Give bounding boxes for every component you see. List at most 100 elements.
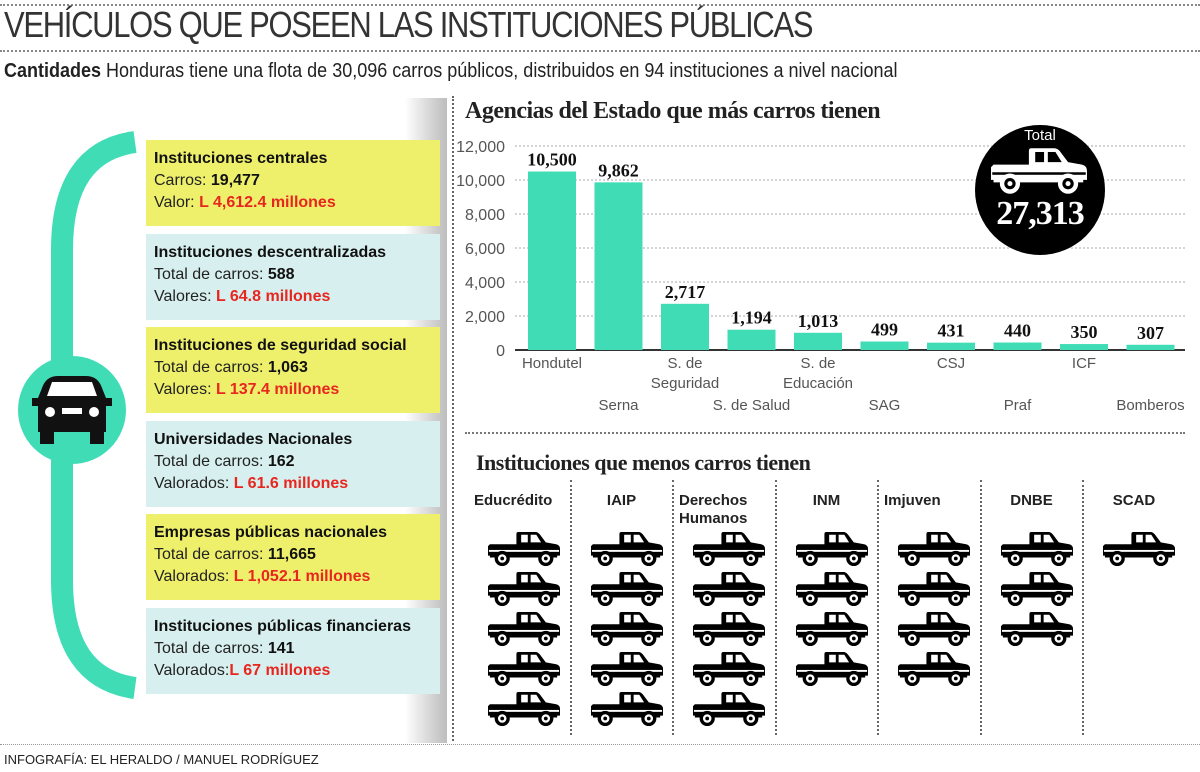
pickup-truck-icon xyxy=(896,611,972,647)
cars-label: Total de carros: xyxy=(154,452,268,470)
pickup-truck-icon xyxy=(691,691,767,727)
value-amount: L 1,052.1 millones xyxy=(233,568,371,585)
bar xyxy=(661,303,709,350)
x-tick-label: ICF xyxy=(1072,355,1096,372)
category-name: Instituciones públicas financieras xyxy=(154,617,411,635)
y-tick-label: 4,000 xyxy=(465,275,505,292)
data-label: 1,013 xyxy=(798,311,839,331)
page-title: VEHÍCULOS QUE POSEEN LAS INSTITUCIONES P… xyxy=(4,4,813,45)
cars-count: 162 xyxy=(267,452,295,470)
category-card: Empresas públicas nacionales Total de ca… xyxy=(146,514,440,600)
pickup-truck-icon xyxy=(691,651,767,687)
data-label: 2,717 xyxy=(665,282,706,302)
pickup-truck-icon xyxy=(691,531,767,567)
column-divider xyxy=(569,480,572,735)
x-tick-label: CSJ xyxy=(937,355,965,372)
column-divider xyxy=(672,480,674,735)
cars-label: Total de carros: xyxy=(154,639,268,657)
cars-count: 141 xyxy=(267,639,295,657)
pickup-truck-icon xyxy=(486,691,562,727)
title-rule xyxy=(0,50,1200,52)
institution-name: INM xyxy=(812,492,841,509)
value-label: Valorados: xyxy=(154,568,234,585)
total-badge: Total 27,313 xyxy=(975,125,1105,255)
category-card: Instituciones públicas financieras Total… xyxy=(146,607,440,694)
bar xyxy=(528,171,576,350)
bar xyxy=(927,342,975,350)
cars-label: Carros: xyxy=(154,172,211,189)
x-tick-label: Hondutel xyxy=(522,355,582,372)
pickup-truck-icon xyxy=(896,571,972,607)
credit: INFOGRAFÍA: EL HERALDO / MANUEL RODRÍGUE… xyxy=(4,752,319,767)
y-tick-label: 2,000 xyxy=(465,309,505,326)
subtitle-lead: Cantidades xyxy=(4,60,102,82)
subtitle-text: Honduras tiene una flota de 30,096 carro… xyxy=(101,60,898,82)
pickup-truck-icon xyxy=(486,651,562,687)
x-tick-label: S. de Seguridad xyxy=(651,355,719,392)
bar-chart: 0 2,000 4,000 6,000 8,000 10,000 12,000 10,500 H… xyxy=(456,139,1185,414)
pickup-truck-icon xyxy=(486,611,562,647)
bar xyxy=(1060,344,1108,350)
category-card: Instituciones descentralizadas Total de … xyxy=(146,233,440,320)
category-card: Universidades Nacionales Total de carros… xyxy=(146,420,440,507)
value-amount: L 4,612.4 millones xyxy=(199,194,336,211)
section-rule xyxy=(465,432,1185,434)
cars-count: 19,477 xyxy=(210,172,260,189)
pickup-truck-icon xyxy=(589,531,665,567)
bar xyxy=(727,329,776,350)
pickup-truck-icon xyxy=(794,531,870,567)
x-tick-label: S. de Educación xyxy=(783,355,853,392)
category-name: Instituciones centrales xyxy=(154,150,328,167)
value-label: Valor: xyxy=(154,194,200,211)
institution-name: Imjuven xyxy=(884,492,941,509)
y-tick-label: 6,000 xyxy=(465,241,505,258)
institution-name: Derechos Humanos xyxy=(679,492,748,527)
y-tick-label: 10,000 xyxy=(456,173,505,190)
pickup-truck-icon xyxy=(1101,531,1177,567)
pickup-truck-icon xyxy=(486,531,562,567)
institution-name: DNBE xyxy=(1010,492,1053,509)
column-divider xyxy=(877,480,879,735)
total-label: Total xyxy=(1024,127,1056,144)
category-name: Instituciones de seguridad social xyxy=(154,337,407,354)
value-label: Valorados: xyxy=(154,661,230,679)
category-name: Empresas públicas nacionales xyxy=(154,524,387,541)
category-name: Instituciones descentralizadas xyxy=(154,243,387,261)
pickup-truck-icon xyxy=(589,571,665,607)
bracket-graphic xyxy=(18,131,137,699)
data-label: 440 xyxy=(1004,321,1031,341)
cars-label: Total de carros: xyxy=(154,359,268,376)
pickup-truck-icon xyxy=(691,571,767,607)
pickup-truck-icon xyxy=(486,571,562,607)
x-tick-label: S. de Salud xyxy=(713,397,791,414)
pickup-truck-icon xyxy=(691,611,767,647)
institution-name: IAIP xyxy=(606,492,637,509)
pictogram-title: Instituciones que menos carros tienen xyxy=(476,450,811,475)
value-label: Valores: xyxy=(154,381,216,398)
institution-name: SCAD xyxy=(1112,492,1156,509)
cars-count: 1,063 xyxy=(267,359,308,376)
bar xyxy=(993,342,1042,350)
bar-chart-title: Agencias del Estado que más carros tiene… xyxy=(465,98,881,124)
column-divider xyxy=(774,480,777,735)
cars-count: 11,665 xyxy=(267,546,316,563)
bar xyxy=(1126,344,1175,350)
data-label: 350 xyxy=(1071,322,1098,342)
pickup-truck-icon xyxy=(794,651,870,687)
cars-label: Total de carros: xyxy=(154,546,268,563)
data-label: 307 xyxy=(1137,323,1164,343)
x-tick-label: Bomberos xyxy=(1116,397,1184,414)
bar xyxy=(594,182,643,350)
y-tick-label: 8,000 xyxy=(465,207,505,224)
value-label: Valores: xyxy=(154,287,216,305)
y-tick-label: 12,000 xyxy=(456,139,505,156)
subtitle: Cantidades Honduras tiene una flota de 3… xyxy=(4,60,898,83)
bar xyxy=(860,341,909,350)
data-label: 499 xyxy=(871,320,898,340)
category-card: Instituciones de seguridad social Total … xyxy=(146,327,440,413)
column-divider xyxy=(1082,480,1084,735)
x-tick-label: Praf xyxy=(1004,397,1032,414)
pickup-truck-icon xyxy=(999,611,1075,647)
total-value: 27,313 xyxy=(996,195,1085,232)
data-label: 9,862 xyxy=(598,160,639,180)
